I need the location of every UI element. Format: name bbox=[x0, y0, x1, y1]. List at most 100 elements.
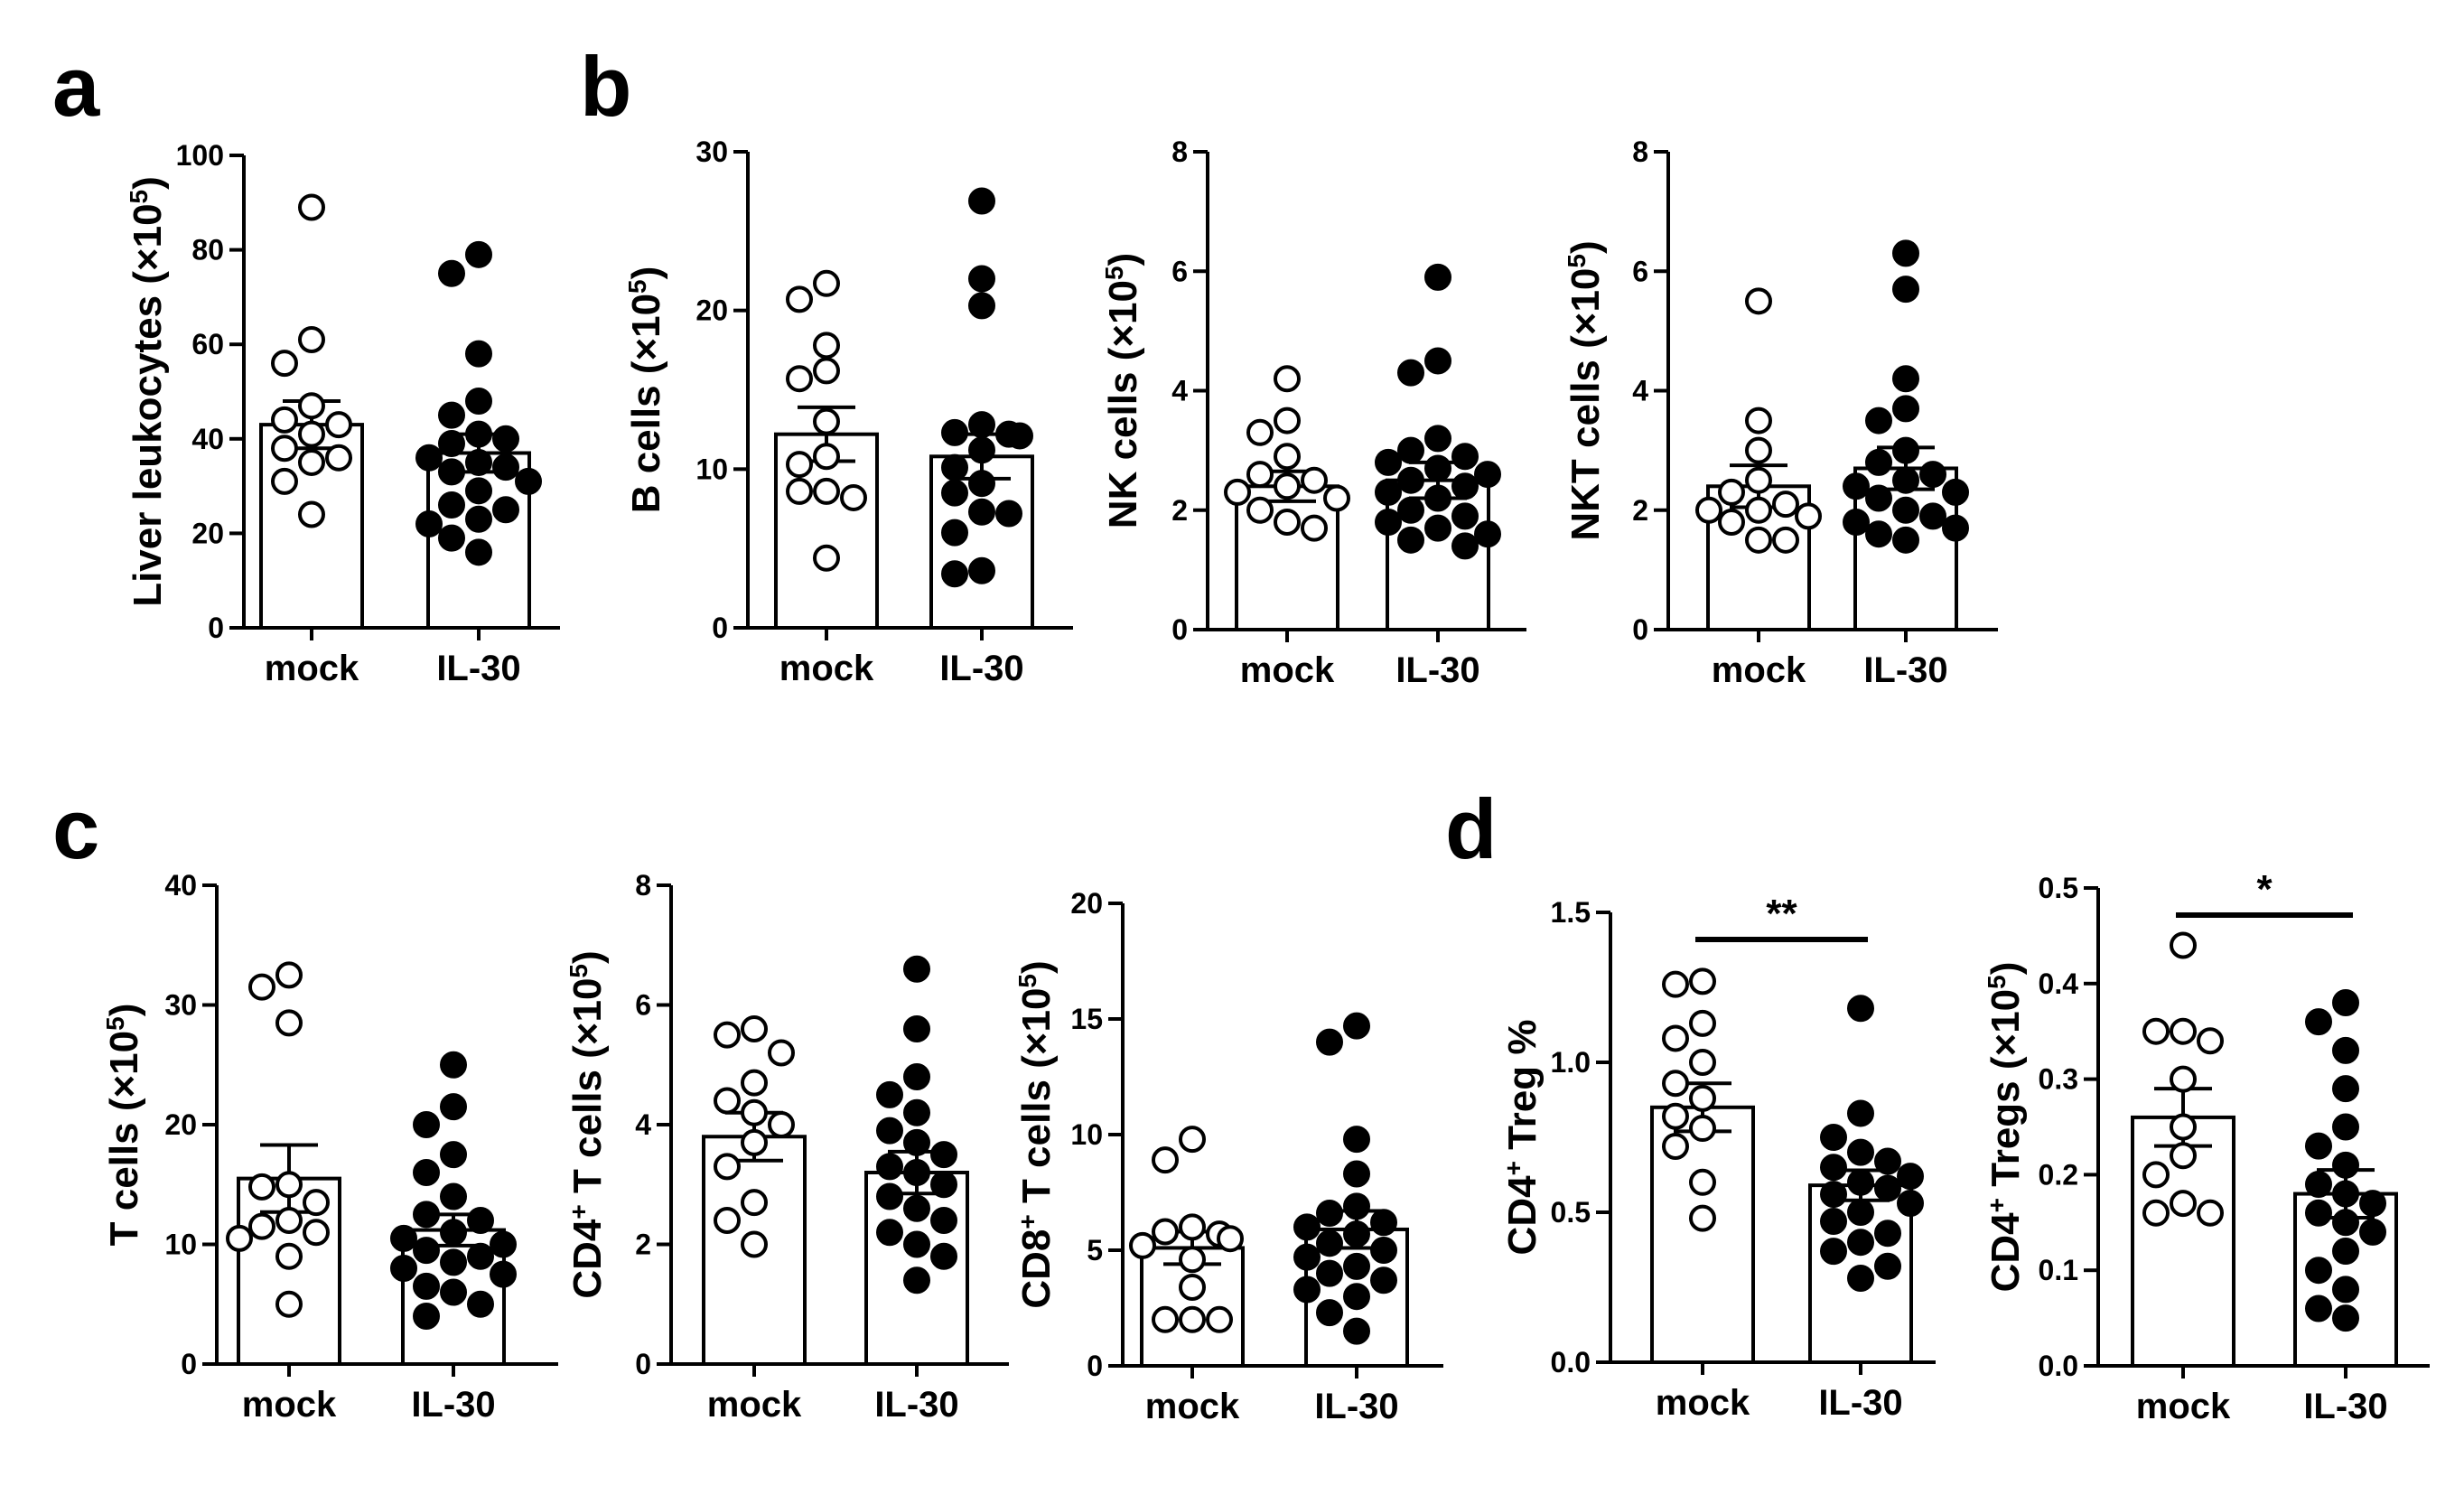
y-tick-label: 0.4 bbox=[2039, 967, 2079, 1000]
data-point-mock bbox=[271, 350, 298, 378]
data-point-mock bbox=[2170, 1142, 2197, 1170]
data-point-IL-30 bbox=[930, 1242, 957, 1270]
data-point-IL-30 bbox=[1892, 436, 1919, 464]
data-point-IL-30 bbox=[941, 453, 968, 481]
data-point-IL-30 bbox=[903, 1230, 930, 1258]
y-tick-label: 40 bbox=[191, 423, 224, 455]
chart-6: mock IL-30 0 2 4 6 8 CD4+ T cells (×105) bbox=[565, 869, 1009, 1425]
data-point-mock bbox=[226, 1224, 253, 1252]
data-point-IL-30 bbox=[903, 1015, 930, 1042]
data-point-IL-30 bbox=[1343, 1283, 1370, 1311]
panel-letter-d: d bbox=[1445, 781, 1497, 876]
x-category-label: mock bbox=[265, 649, 359, 688]
y-tick-label: 0.0 bbox=[1551, 1346, 1591, 1379]
data-point-IL-30 bbox=[1892, 276, 1919, 304]
data-point-mock bbox=[1246, 418, 1274, 446]
data-point-mock bbox=[2197, 1027, 2224, 1055]
data-point-mock bbox=[1217, 1225, 1244, 1253]
data-point-IL-30 bbox=[1843, 508, 1870, 536]
data-point-mock bbox=[2142, 1161, 2170, 1189]
data-point-IL-30 bbox=[390, 1224, 417, 1252]
data-point-IL-30 bbox=[1942, 514, 1969, 542]
data-point-mock bbox=[786, 285, 813, 313]
data-point-IL-30 bbox=[876, 1219, 903, 1247]
data-point-IL-30 bbox=[1820, 1207, 1847, 1235]
data-point-mock bbox=[2170, 1113, 2197, 1141]
data-point-mock bbox=[248, 1173, 275, 1201]
data-point-IL-30 bbox=[438, 491, 465, 519]
data-point-IL-30 bbox=[1820, 1181, 1847, 1209]
data-point-IL-30 bbox=[1451, 532, 1479, 560]
data-point-mock bbox=[275, 1242, 303, 1270]
data-point-IL-30 bbox=[1343, 1220, 1370, 1248]
data-point-IL-30 bbox=[968, 436, 995, 464]
data-point-IL-30 bbox=[1343, 1126, 1370, 1154]
data-point-mock bbox=[786, 365, 813, 393]
data-point-IL-30 bbox=[1820, 1238, 1847, 1266]
data-point-mock bbox=[813, 332, 840, 360]
data-point-IL-30 bbox=[440, 1141, 467, 1169]
data-point-mock bbox=[2170, 1190, 2197, 1218]
data-point-IL-30 bbox=[465, 387, 492, 415]
data-point-mock bbox=[2142, 1199, 2170, 1227]
data-point-IL-30 bbox=[1847, 1099, 1874, 1127]
y-tick-label: 0 bbox=[635, 1348, 651, 1380]
panel-letter-a: a bbox=[52, 39, 100, 134]
data-point-IL-30 bbox=[2332, 1151, 2359, 1179]
data-point-IL-30 bbox=[492, 453, 519, 481]
data-point-IL-30 bbox=[2332, 1304, 2359, 1332]
data-point-mock bbox=[2170, 1017, 2197, 1045]
data-point-IL-30 bbox=[465, 505, 492, 533]
data-point-mock bbox=[275, 1290, 303, 1318]
chart-7: mock IL-30 0 5 10 15 20 CD8+ T cells (×105) bbox=[1013, 887, 1443, 1426]
y-tick-label: 8 bbox=[1171, 136, 1188, 168]
data-point-mock bbox=[714, 1021, 741, 1049]
data-point-IL-30 bbox=[1397, 526, 1424, 554]
y-tick-label: 0 bbox=[208, 612, 224, 644]
data-point-IL-30 bbox=[1424, 263, 1451, 291]
data-point-mock bbox=[1772, 526, 1799, 554]
data-point-mock bbox=[1274, 508, 1301, 536]
data-point-mock bbox=[298, 392, 325, 420]
y-axis-title: CD4+ Tregs (×105) bbox=[1983, 962, 2029, 1293]
data-point-mock bbox=[1662, 970, 1689, 998]
y-tick-label: 0.5 bbox=[1551, 1196, 1591, 1229]
data-point-IL-30 bbox=[2305, 1170, 2332, 1198]
data-point-mock bbox=[1718, 478, 1745, 506]
data-point-IL-30 bbox=[1892, 496, 1919, 524]
data-point-mock bbox=[1689, 1084, 1716, 1112]
y-tick-label: 20 bbox=[191, 517, 224, 549]
data-point-IL-30 bbox=[876, 1153, 903, 1181]
data-point-IL-30 bbox=[1375, 478, 1402, 506]
data-point-mock bbox=[298, 500, 325, 528]
x-category-label: mock bbox=[707, 1385, 802, 1425]
y-axis-title: B cells (×105) bbox=[623, 266, 669, 514]
data-point-mock bbox=[1179, 1273, 1206, 1301]
data-point-IL-30 bbox=[2305, 1257, 2332, 1285]
y-tick-label: 0.2 bbox=[2039, 1158, 2078, 1191]
data-point-IL-30 bbox=[1424, 514, 1451, 542]
data-point-mock bbox=[1745, 496, 1772, 524]
data-point-IL-30 bbox=[1397, 496, 1424, 524]
data-point-IL-30 bbox=[903, 1128, 930, 1156]
data-point-IL-30 bbox=[995, 500, 1022, 528]
data-point-mock bbox=[298, 420, 325, 448]
data-point-IL-30 bbox=[1892, 526, 1919, 554]
data-point-mock bbox=[1689, 1204, 1716, 1232]
data-point-IL-30 bbox=[2305, 1199, 2332, 1227]
data-point-mock bbox=[1745, 436, 1772, 464]
data-point-IL-30 bbox=[467, 1207, 494, 1234]
y-tick-label: 20 bbox=[1070, 887, 1103, 920]
data-point-IL-30 bbox=[465, 240, 492, 268]
data-point-mock bbox=[1152, 1305, 1179, 1333]
data-point-IL-30 bbox=[1375, 448, 1402, 476]
data-point-IL-30 bbox=[903, 1159, 930, 1186]
data-point-mock bbox=[1689, 1115, 1716, 1143]
data-point-IL-30 bbox=[438, 524, 465, 552]
data-point-IL-30 bbox=[390, 1255, 417, 1282]
data-point-mock bbox=[271, 435, 298, 463]
data-point-mock bbox=[303, 1219, 330, 1247]
data-point-mock bbox=[1695, 496, 1722, 524]
data-point-IL-30 bbox=[1424, 484, 1451, 512]
data-point-IL-30 bbox=[1892, 466, 1919, 494]
